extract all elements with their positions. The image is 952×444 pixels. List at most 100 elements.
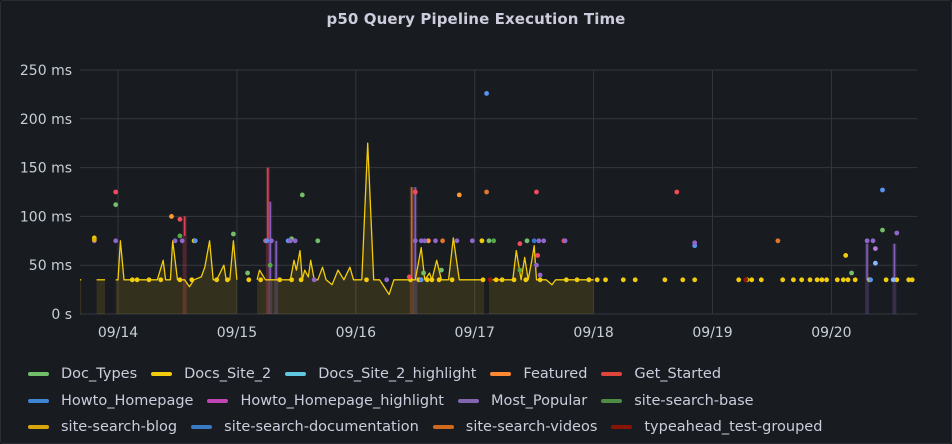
legend-item-typeahead-test-grouped[interactable]: typeahead_test-grouped bbox=[611, 419, 822, 435]
legend-swatch-icon bbox=[285, 372, 307, 377]
legend-item-site-search-blog[interactable]: site-search-blog bbox=[28, 419, 177, 435]
point-docs-site-2-highlight bbox=[873, 260, 878, 266]
y-tick-label: 250 ms bbox=[20, 63, 72, 79]
point-site-search-videos bbox=[440, 238, 445, 244]
area-fills bbox=[80, 143, 897, 314]
point-docs-site-2 bbox=[146, 277, 152, 283]
legend-row: Doc_Types Docs_Site_2 Docs_Site_2_highligh… bbox=[28, 361, 938, 388]
point-most-popular bbox=[384, 277, 390, 283]
point-docs-site-2 bbox=[493, 277, 499, 283]
legend-item-site-search-videos[interactable]: site-search-videos bbox=[432, 419, 597, 435]
x-tick-label: 09/19 bbox=[692, 325, 732, 341]
point-get-started bbox=[406, 274, 412, 280]
point-most-popular bbox=[562, 238, 568, 244]
legend: Doc_Types Docs_Site_2 Docs_Site_2_highligh… bbox=[28, 361, 938, 441]
point-site-search-base bbox=[517, 267, 523, 273]
legend-item-docs-site-2[interactable]: Docs_Site_2 bbox=[151, 366, 271, 382]
point-site-search-base bbox=[267, 262, 273, 268]
line-docs-site-2 bbox=[256, 249, 362, 286]
point-most-popular bbox=[292, 238, 298, 244]
legend-item-most-popular[interactable]: Most_Popular bbox=[457, 393, 587, 409]
point-docs-site-2 bbox=[289, 277, 294, 283]
point-docs-site-2 bbox=[909, 277, 915, 283]
point-most-popular bbox=[537, 272, 543, 278]
point-docs-site-2 bbox=[449, 277, 455, 283]
legend-item-howto-homepage-highlight[interactable]: Howto_Homepage_highlight bbox=[207, 392, 444, 409]
area-docs-site-2 bbox=[115, 240, 237, 314]
legend-item-featured[interactable]: Featured bbox=[490, 366, 587, 382]
point-docs-site-2 bbox=[852, 277, 858, 283]
legend-label: Howto_Homepage_highlight bbox=[240, 392, 444, 409]
legend-swatch-icon bbox=[611, 425, 633, 430]
point-docs-site-2 bbox=[586, 277, 592, 283]
legend-swatch-icon bbox=[490, 372, 512, 377]
legend-item-get-started[interactable]: Get_Started bbox=[601, 366, 721, 382]
legend-swatch-icon bbox=[601, 372, 623, 377]
point-docs-site-2 bbox=[845, 277, 851, 283]
legend-item-doc-types[interactable]: Doc_Types bbox=[28, 366, 137, 382]
point-most-popular bbox=[412, 238, 418, 244]
legend-swatch-icon bbox=[28, 372, 49, 377]
legend-item-site-search-base[interactable]: site-search-base bbox=[601, 393, 754, 409]
legend-label: Howto_Homepage bbox=[61, 392, 194, 409]
point-doc-types bbox=[113, 202, 119, 208]
legend-label: Docs_Site_2_highlight bbox=[318, 366, 477, 383]
area-docs-site-2 bbox=[96, 279, 105, 314]
point-doc-types bbox=[245, 270, 251, 276]
point-docs-site-2 bbox=[736, 277, 742, 283]
point-doc-types bbox=[849, 270, 854, 276]
y-tick-label: 0 s bbox=[51, 307, 72, 323]
point-site-search-base bbox=[491, 238, 497, 244]
point-docs-site-2 bbox=[364, 277, 369, 283]
point-doc-types bbox=[299, 192, 305, 198]
point-site-search-base bbox=[177, 233, 183, 239]
point-howto-homepage bbox=[868, 277, 873, 283]
legend-label: Docs_Site_2 bbox=[184, 366, 272, 383]
legend-label: site-search-blog bbox=[61, 419, 178, 436]
point-most-popular bbox=[894, 230, 900, 236]
area-docs-site-2 bbox=[80, 279, 82, 314]
point-howto-homepage-highlight bbox=[873, 246, 878, 252]
legend-item-howto-homepage[interactable]: Howto_Homepage bbox=[28, 393, 193, 409]
x-tick-label: 09/16 bbox=[336, 325, 376, 341]
point-docs-site-2 bbox=[436, 277, 442, 283]
point-get-started bbox=[517, 241, 523, 247]
legend-item-site-search-documentation[interactable]: site-search-documentation bbox=[191, 419, 419, 435]
point-doc-types bbox=[315, 238, 321, 244]
point-doc-types bbox=[880, 227, 885, 233]
point-most-popular bbox=[269, 238, 274, 244]
point-doc-types bbox=[439, 267, 444, 273]
point-docs-site-2 bbox=[834, 277, 840, 283]
point-site-search-documentation bbox=[531, 238, 537, 244]
point-docs-site-2 bbox=[134, 277, 140, 283]
spike-fill-get-started bbox=[182, 216, 187, 314]
point-docs-site-2 bbox=[429, 277, 435, 283]
point-docs-site-2-highlight bbox=[890, 277, 896, 283]
point-typeahead-test-grouped bbox=[743, 277, 749, 283]
y-tick-label: 50 ms bbox=[29, 258, 72, 274]
point-docs-site-2 bbox=[177, 277, 183, 283]
point-docs-site-2 bbox=[799, 277, 805, 283]
legend-item-docs-site-2-highlight[interactable]: Docs_Site_2_highlight bbox=[285, 366, 476, 382]
point-docs-site-2 bbox=[824, 277, 829, 283]
point-docs-site-2 bbox=[563, 277, 569, 283]
point-get-started bbox=[412, 189, 418, 195]
panel-title[interactable]: p50 Query Pipeline Execution Time bbox=[326, 10, 626, 28]
series-points bbox=[91, 91, 915, 283]
point-most-popular bbox=[422, 238, 428, 244]
point-most-popular bbox=[179, 238, 185, 244]
point-docs-site-2 bbox=[479, 238, 485, 244]
spike-lines bbox=[183, 167, 896, 280]
point-docs-site-2 bbox=[499, 277, 505, 283]
point-docs-site-2 bbox=[298, 277, 304, 283]
point-most-popular bbox=[172, 238, 178, 244]
point-most-popular bbox=[288, 238, 293, 244]
point-most-popular bbox=[536, 238, 542, 244]
point-docs-site-2 bbox=[807, 277, 813, 283]
y-tick-label: 200 ms bbox=[20, 112, 72, 128]
x-tick-label: 09/20 bbox=[811, 325, 851, 341]
point-howto-homepage bbox=[484, 91, 489, 96]
point-doc-types bbox=[421, 270, 426, 276]
point-most-popular bbox=[113, 238, 119, 244]
